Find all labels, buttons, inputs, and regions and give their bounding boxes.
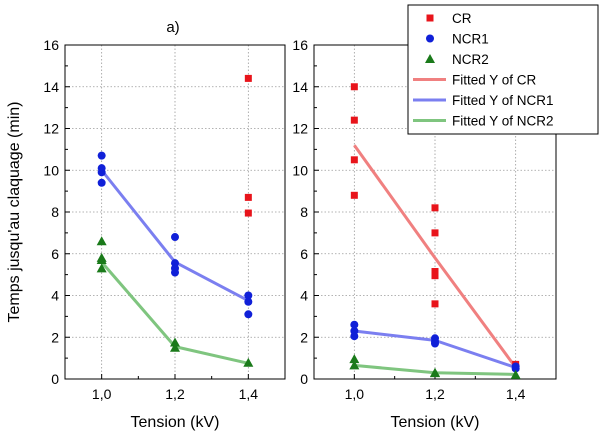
data-point-cr (431, 267, 439, 275)
data-point-cr (431, 300, 439, 308)
series-ncr1 (97, 151, 253, 319)
panel-label: a) (166, 19, 179, 36)
data-point-ncr2 (170, 342, 180, 352)
data-point-cr (350, 116, 358, 124)
data-point-cr (431, 229, 439, 237)
x-axis-title: Tension (kV) (391, 414, 480, 431)
y-tick-label: 14 (43, 79, 59, 95)
data-point-ncr2 (96, 263, 107, 273)
y-tick-label: 4 (300, 288, 308, 304)
data-point-ncr2 (170, 337, 180, 347)
legend-label-fitted-y-of-ncr1: Fitted Y of NCR1 (452, 93, 554, 108)
x-tick-label: 1,0 (92, 386, 112, 402)
data-point-ncr1 (171, 268, 179, 277)
data-point-cr (244, 209, 252, 217)
data-point-ncr2 (243, 357, 254, 367)
data-point-ncr1 (350, 320, 359, 329)
y-axis-title: Temps jusqu'au claquage (min) (6, 102, 23, 323)
y-tick-label: 14 (292, 79, 308, 95)
y-tick-label: 2 (51, 329, 59, 345)
series-ncr1 (350, 320, 520, 373)
data-point-ncr2 (510, 369, 521, 379)
data-point-cr (431, 204, 439, 212)
x-tick-label: 1,2 (165, 386, 185, 402)
series-cr (244, 74, 252, 217)
legend-label-cr: CR (452, 11, 472, 26)
legend-label-fitted-y-of-cr: Fitted Y of CR (452, 73, 537, 88)
data-point-cr (431, 272, 439, 280)
grid (65, 44, 285, 380)
y-tick-label: 4 (51, 288, 59, 304)
fit-line-fitted-y-of-cr (353, 144, 517, 369)
x-tick-label: 1,2 (425, 386, 445, 402)
series-ncr2 (96, 236, 254, 367)
legend-box (407, 4, 599, 135)
data-point-cr (350, 191, 358, 199)
y-tick-label: 16 (43, 37, 59, 53)
series-ncr2 (349, 354, 521, 379)
data-point-ncr1 (431, 339, 439, 348)
data-point-ncr1 (97, 151, 106, 160)
data-point-ncr2 (349, 354, 360, 364)
legend: CR NCR1 NCR2 Fitted Y of CR Fitted Y of NCR1… (407, 4, 599, 135)
x-axis-title: Tension (kV) (131, 414, 220, 431)
y-tick-label: 0 (300, 371, 308, 387)
y-tick-label: 8 (300, 204, 308, 220)
data-point-ncr1 (244, 310, 253, 319)
y-tick-label: 12 (292, 121, 308, 137)
legend-swatch-ncr2 (425, 54, 435, 63)
y-tick-label: 6 (51, 246, 59, 262)
panel-a: 1,0 1,2 1,4 0 2 4 6 8 10 12 14 16 Tension (kV) Temps … (6, 19, 286, 431)
x-tick-label: 1,0 (345, 386, 365, 402)
data-point-ncr1 (97, 178, 106, 187)
data-point-ncr1 (244, 291, 253, 300)
x-tick-label: 1,4 (239, 386, 259, 402)
y-tick-label: 6 (300, 246, 308, 262)
legend-swatch-ncr1 (426, 34, 434, 43)
y-tick-label: 8 (51, 204, 59, 220)
data-point-ncr2 (96, 236, 107, 246)
data-point-ncr1 (171, 233, 179, 242)
y-tick-label: 12 (43, 121, 59, 137)
data-point-ncr2 (349, 360, 360, 370)
data-point-cr (244, 193, 252, 201)
data-point-ncr1 (244, 297, 253, 306)
data-point-cr (350, 83, 358, 91)
data-point-ncr1 (350, 332, 359, 341)
x-tick-label: 1,4 (506, 386, 526, 402)
y-tick-label: 10 (43, 162, 59, 178)
data-point-ncr1 (97, 168, 106, 177)
data-point-ncr2 (96, 255, 107, 265)
y-tick-label: 0 (51, 371, 59, 387)
data-point-cr (350, 156, 358, 164)
y-tick-label: 10 (292, 162, 308, 178)
y-tick-label: 2 (300, 329, 308, 345)
legend-label-ncr2: NCR2 (452, 52, 489, 67)
data-point-cr (244, 74, 252, 82)
y-tick-label: 16 (292, 37, 308, 53)
legend-label-ncr1: NCR1 (452, 32, 489, 47)
legend-swatch-cr (426, 14, 434, 22)
data-point-ncr1 (511, 364, 520, 373)
legend-label-fitted-y-of-ncr2: Fitted Y of NCR2 (452, 114, 554, 129)
data-point-ncr2 (430, 368, 440, 378)
